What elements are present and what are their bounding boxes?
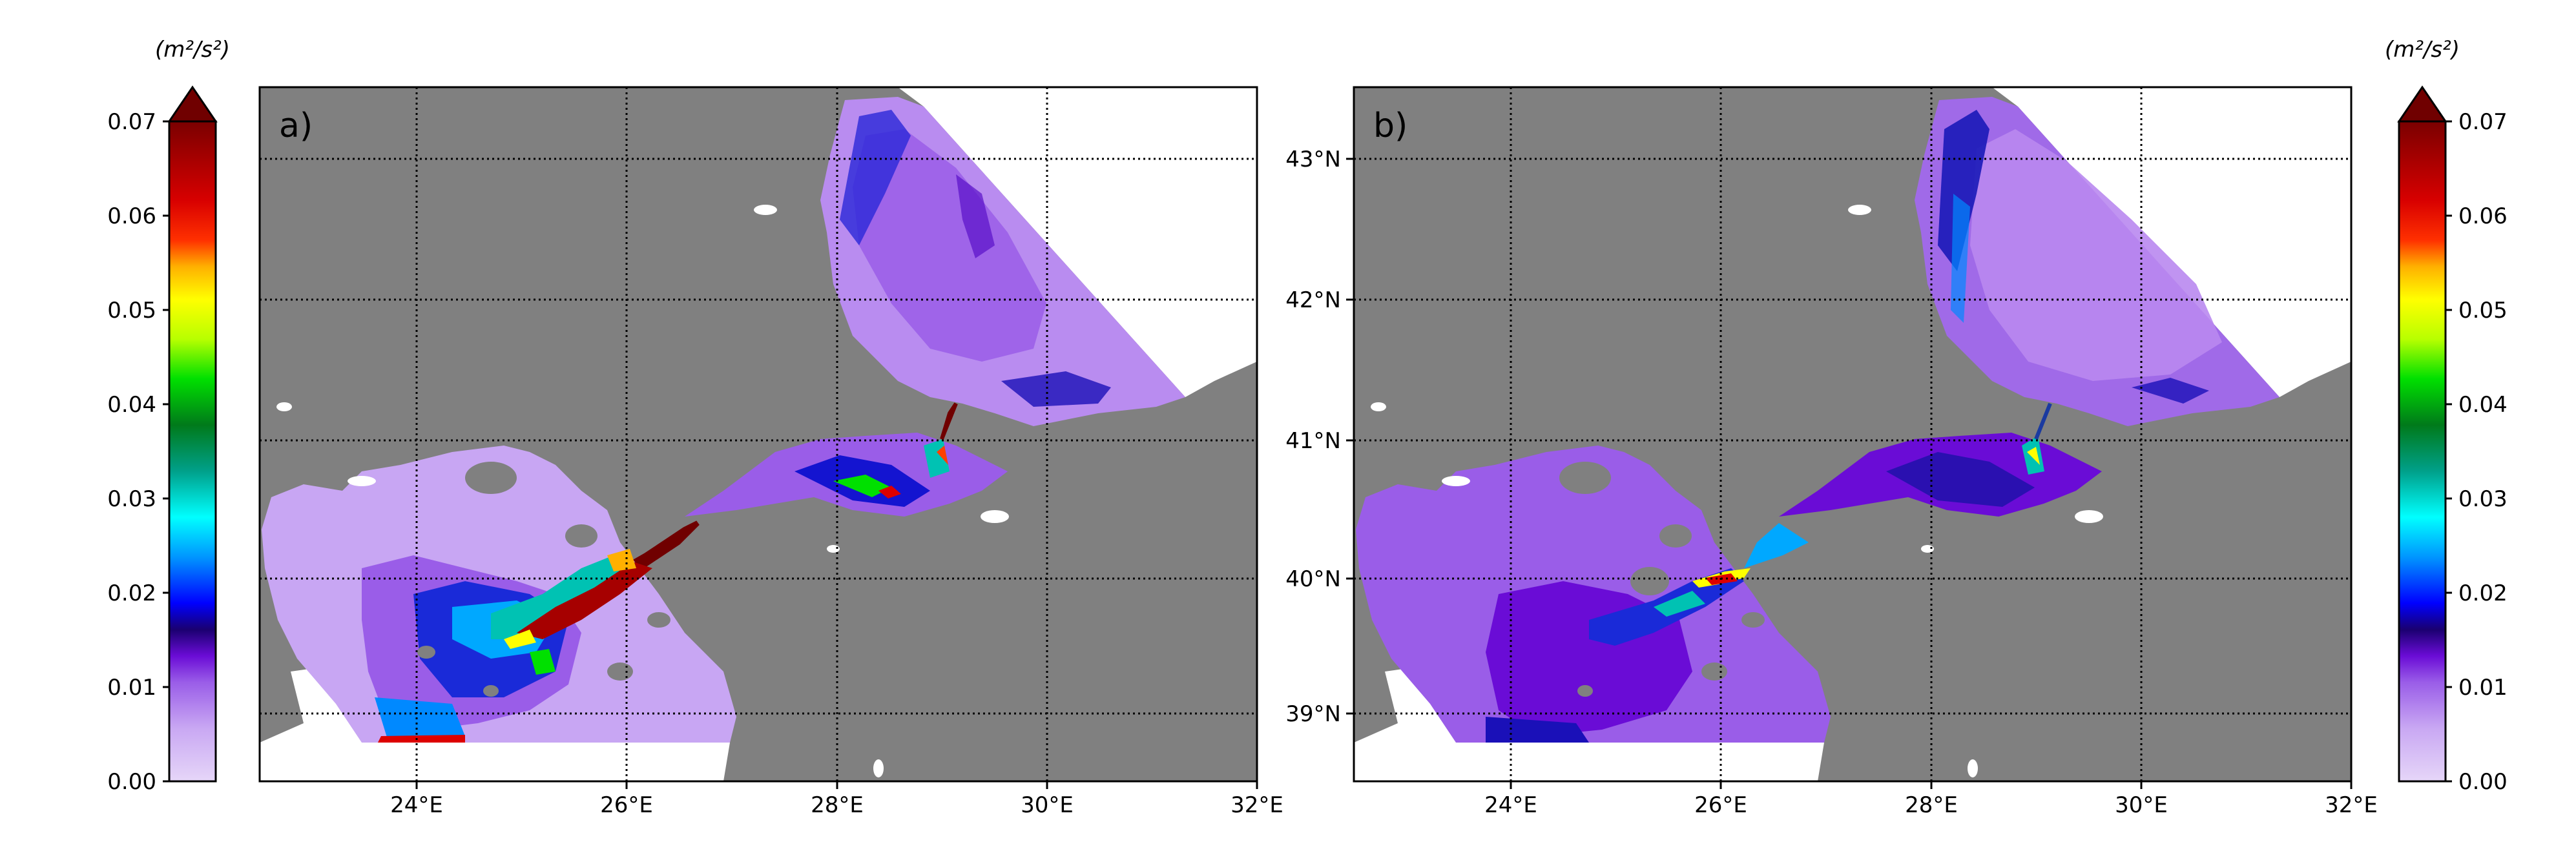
map-b-gridlines [1354,87,2351,781]
x-tick-label: 28°E [811,792,864,818]
map-a-blank-region [898,87,1257,397]
colorbar-left-unit: (m²/s²) [155,37,230,63]
colorbar-left-tick-label: 0.06 [107,203,156,229]
x-tick-label: 26°E [1694,792,1747,818]
colorbar-right-bar [2398,120,2447,783]
map-a-blank-strip [362,743,730,781]
map-a-bosphorus [940,402,958,440]
map-b-dardanelles [1744,523,1809,568]
panel-a-label: a) [279,107,313,145]
panel-b-label: b) [1373,107,1407,145]
x-tick-label: 26°E [600,792,653,818]
colorbar-right-tick-label: 0.05 [2458,298,2508,323]
colorbar-left-tick-label: 0.04 [107,392,156,418]
y-tick-label: 42°N [1285,287,1341,313]
colorbar-left-extend-arrow [167,85,218,123]
colorbar-right: (m²/s²) 0.07 0.06 0.05 0.04 0.03 0.02 0.… [2385,37,2508,795]
colorbar-right-tick-label: 0.06 [2458,203,2508,229]
y-tick-label: 40°N [1285,566,1341,592]
colorbar-left-tick-label: 0.00 [107,769,156,795]
map-a-gridlines [260,87,1257,781]
map-b-bosphorus [2034,402,2052,440]
map-b-blank-region [1992,87,2351,397]
x-tick-label: 24°E [1484,792,1537,818]
map-b-y-ticks: 43°N 42°N 41°N 40°N 39°N [1285,147,1354,727]
y-tick-label: 39°N [1285,701,1341,727]
colorbar-left-tick-label: 0.07 [107,109,156,135]
x-tick-label: 32°E [2325,792,2378,818]
map-b-blank-strip [1456,743,1824,781]
colorbar-right-tick-label: 0.02 [2458,580,2508,606]
colorbar-right-tick-label: 0.03 [2458,486,2508,512]
colorbar-left-tick-label: 0.05 [107,298,156,323]
colorbar-left: (m²/s²) 0.07 0.06 0.05 0.04 0.03 0.02 0.… [107,37,230,795]
colorbar-right-extend-arrow [2397,85,2447,123]
map-b-frame [1353,86,2353,783]
map-b-x-ticks: 24°E 26°E 28°E 30°E 32°E [1484,781,2378,818]
colorbar-right-ticks: 0.07 0.06 0.05 0.04 0.03 0.02 0.01 0.00 [2446,109,2508,795]
colorbar-left-tick-label: 0.01 [107,675,156,701]
colorbar-left-ticks: 0.07 0.06 0.05 0.04 0.03 0.02 0.01 0.00 [107,109,169,795]
x-tick-label: 28°E [1905,792,1958,818]
colorbar-right-tick-label: 0.00 [2458,769,2508,795]
y-tick-label: 43°N [1285,147,1341,172]
x-tick-label: 30°E [2115,792,2168,818]
colorbar-left-tick-label: 0.03 [107,486,156,512]
colorbar-left-bar [168,120,217,783]
x-tick-label: 32°E [1231,792,1283,818]
colorbar-right-tick-label: 0.01 [2458,675,2508,701]
colorbar-right-unit: (m²/s²) [2385,37,2460,63]
map-a-jet-core [517,562,652,639]
x-tick-label: 24°E [390,792,443,818]
colorbar-right-tick-label: 0.04 [2458,392,2508,418]
map-panel-a: a) 24°E 26°E 28°E 30°E 32°E [258,86,1283,818]
map-a-frame [258,86,1258,783]
colorbar-left-tick-label: 0.02 [107,580,156,606]
map-panel-b: b) 24°E 26°E 28°E 30°E 32°E 43°N 42°N 41… [1285,86,2378,818]
y-tick-label: 41°N [1285,428,1341,454]
colorbar-right-tick-label: 0.07 [2458,109,2508,135]
x-tick-label: 30°E [1021,792,1074,818]
map-a-x-ticks: 24°E 26°E 28°E 30°E 32°E [390,781,1283,818]
